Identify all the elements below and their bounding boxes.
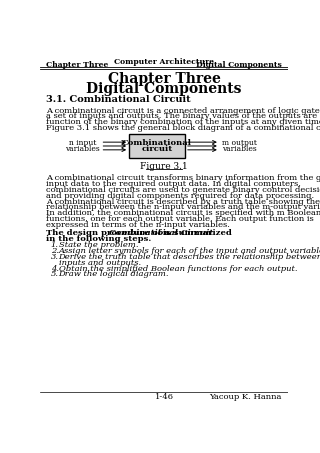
Text: functions, one for each output variable. Each output function is: functions, one for each output variable.… (46, 215, 314, 223)
Text: is summarized: is summarized (160, 229, 232, 237)
Text: State the problem.: State the problem. (59, 241, 138, 250)
Text: in the following steps.: in the following steps. (46, 235, 151, 242)
Text: 1-46: 1-46 (155, 393, 173, 401)
Text: A combinational circuit transforms binary information from the given: A combinational circuit transforms binar… (46, 174, 320, 183)
Text: variables: variables (222, 145, 257, 153)
Text: Draw the logical diagram.: Draw the logical diagram. (59, 270, 169, 278)
Text: circuit: circuit (141, 145, 173, 153)
Text: Figure 3.1: Figure 3.1 (140, 162, 188, 171)
Text: Obtain the simplified Boolean functions for each output.: Obtain the simplified Boolean functions … (59, 265, 297, 273)
Text: Computer Architecture: Computer Architecture (114, 58, 214, 66)
Text: variables: variables (65, 145, 100, 153)
Text: Chapter Three: Chapter Three (46, 61, 108, 69)
Text: 3.1. Combinational Circuit: 3.1. Combinational Circuit (46, 95, 191, 104)
Text: a set of inputs and outputs. The binary values of the outputs are a: a set of inputs and outputs. The binary … (46, 112, 320, 120)
Text: Combinational: Combinational (122, 139, 192, 147)
Text: inputs and outputs.: inputs and outputs. (59, 259, 141, 267)
Text: Assign letter symbols for each of the input and output variables.: Assign letter symbols for each of the in… (59, 247, 320, 255)
Text: Yacoup K. Hanna: Yacoup K. Hanna (209, 393, 282, 401)
Text: 1.: 1. (51, 241, 59, 250)
Text: combinational circuits are used to generate binary control decisions: combinational circuits are used to gener… (46, 186, 320, 194)
Text: n input: n input (69, 139, 96, 147)
Text: function of the binary combination of the inputs at any given time.: function of the binary combination of th… (46, 118, 320, 126)
Text: Combinational Circuit: Combinational Circuit (109, 229, 213, 237)
Text: Digital Components: Digital Components (86, 82, 242, 96)
Text: Chapter Three: Chapter Three (108, 72, 220, 86)
Text: input data to the required output data. In digital computers,: input data to the required output data. … (46, 180, 301, 188)
Bar (129, 135, 185, 158)
Text: A combinational circuit is a connected arrangement of logic gates with: A combinational circuit is a connected a… (46, 107, 320, 115)
Text: 4.: 4. (51, 265, 59, 273)
Text: m output: m output (222, 139, 257, 147)
Text: 3.: 3. (51, 253, 59, 261)
Text: Derive the truth table that describes the relationship between the: Derive the truth table that describes th… (59, 253, 320, 261)
Text: relationship between the n-input variables and the m-output variables.: relationship between the n-input variabl… (46, 203, 320, 212)
Text: expressed in terms of the n-input variables.: expressed in terms of the n-input variab… (46, 221, 230, 229)
Text: 2.: 2. (51, 247, 59, 255)
Text: The design procedure of a: The design procedure of a (46, 229, 173, 237)
Text: A combinational circuit is described by a truth table showing the binary: A combinational circuit is described by … (46, 198, 320, 206)
Text: and providing digital components required for data processing.: and providing digital components require… (46, 192, 314, 200)
Text: 5.: 5. (51, 270, 59, 278)
Text: Digital Components: Digital Components (196, 61, 282, 69)
Text: In addition, the combinational circuit is specified with m Boolean: In addition, the combinational circuit i… (46, 209, 320, 217)
Text: Figure 3.1 shows the general block diagram of a combinational circuit.: Figure 3.1 shows the general block diagr… (46, 124, 320, 132)
